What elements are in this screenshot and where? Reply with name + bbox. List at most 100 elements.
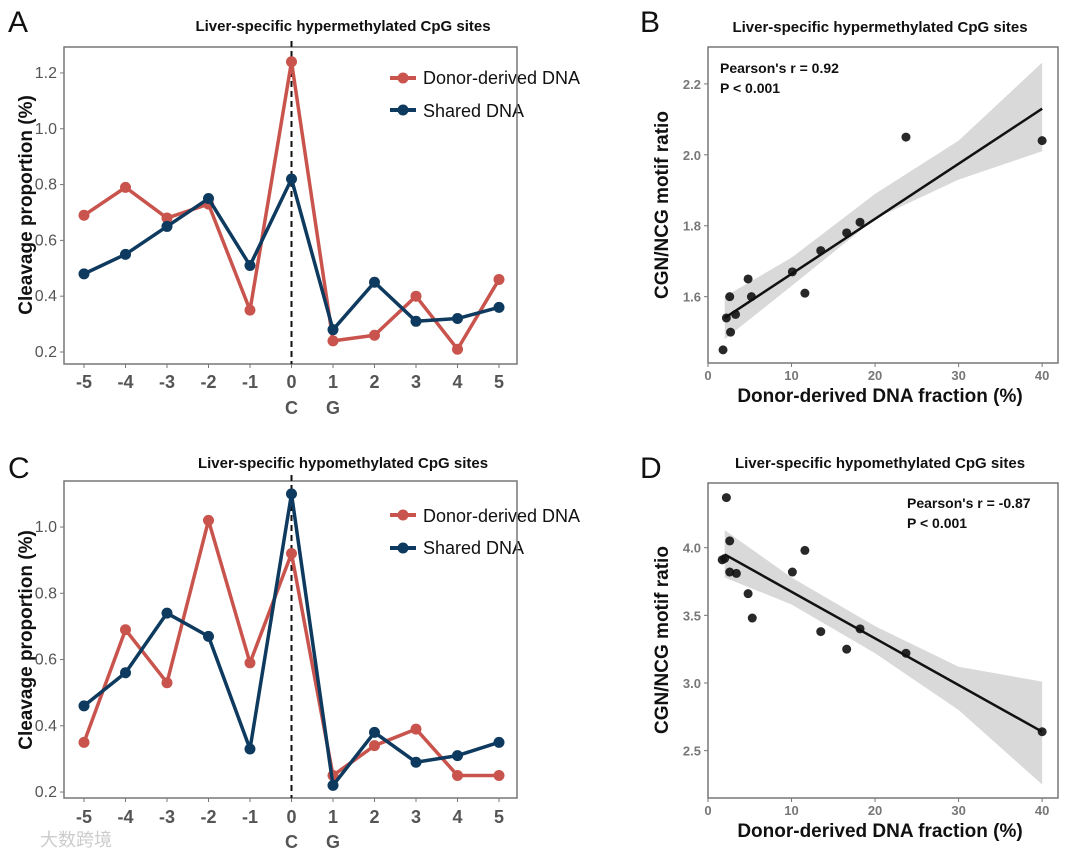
panel-a-plot: 0.2 0.4 0.6 0.8 1.0 1.2 -5 -4 -3 -2 -1 0 1 2 3 4 5 C G — [35, 41, 518, 418]
data-point — [800, 288, 810, 298]
x-base-label: G — [326, 398, 340, 418]
plot-frame — [707, 46, 1059, 364]
panel-b-title: Liver-specific hypermethylated CpG sites — [732, 19, 1027, 36]
x-tick-label: 30 — [951, 368, 965, 383]
x-tick-label: 0 — [704, 368, 711, 383]
panel-a-ylabel: Cleavage proportion (%) — [16, 95, 37, 315]
y-tick-label: 1.6 — [683, 290, 701, 305]
data-point — [720, 554, 730, 564]
panel-d-pearson: Pearson's r = -0.87 — [907, 495, 1031, 511]
x-tick-label: 20 — [868, 803, 882, 818]
regression-line — [724, 107, 1043, 320]
y-tick-label: 0.8 — [35, 177, 57, 194]
y-tick-label: 1.0 — [35, 519, 57, 536]
series-point-shared — [78, 268, 90, 280]
regression-line — [724, 553, 1043, 733]
series-point-shared — [203, 630, 214, 642]
y-tick-label: 0.2 — [35, 784, 57, 801]
panel-a-legend: Donor-derived DNA Shared DNA — [390, 68, 580, 121]
series-point-shared — [493, 301, 505, 313]
series-point-donor — [203, 514, 214, 526]
series-point-shared — [327, 779, 339, 791]
series-point-shared — [161, 607, 173, 619]
legend-shared-label: Shared DNA — [423, 538, 524, 558]
data-point — [816, 627, 826, 637]
y-tick-label: 1.0 — [35, 121, 57, 138]
panel-b-pearson: Pearson's r = 0.92 — [720, 60, 839, 76]
data-point — [800, 545, 810, 555]
data-point — [746, 292, 756, 302]
x-tick-label: 1 — [328, 807, 338, 827]
confidence-band — [724, 530, 1043, 785]
panel-c-ylabel: Cleavage proportion (%) — [16, 530, 37, 750]
legend-shared-label: Shared DNA — [423, 101, 524, 121]
panel-b-plot: 1.6 1.8 2.0 2.2 0 10 20 30 40 — [683, 46, 1059, 383]
panel-c-legend: Donor-derived DNA Shared DNA — [390, 506, 580, 558]
x-tick-label: 0 — [704, 803, 711, 818]
legend-donor-marker — [397, 509, 409, 521]
series-point-shared — [327, 324, 339, 336]
x-tick-label: -1 — [242, 807, 258, 827]
legend-shared-marker — [397, 542, 409, 554]
y-tick-label: 4.0 — [683, 541, 701, 556]
series-point-shared — [369, 276, 380, 288]
series-point-shared — [120, 667, 131, 679]
x-tick-label: 3 — [411, 372, 421, 392]
data-point — [787, 567, 797, 577]
data-point — [743, 589, 753, 599]
y-tick-label: 0.6 — [35, 652, 57, 669]
x-tick-label: -2 — [200, 807, 216, 827]
panel-b-xlabel: Donor-derived DNA fraction (%) — [737, 386, 1022, 407]
x-tick-label: 40 — [1035, 803, 1049, 818]
data-point — [901, 648, 911, 658]
data-point — [721, 313, 731, 323]
plot-frame — [707, 482, 1059, 799]
panel-label-b: B — [640, 6, 660, 39]
panel-d-title: Liver-specific hypomethylated CpG sites — [735, 455, 1025, 472]
panel-d-plot: 2.5 3.0 3.5 4.0 0 10 20 30 40 — [683, 482, 1059, 818]
panel-b-ylabel: CGN/NCG motif ratio — [652, 111, 673, 299]
series-point-donor — [244, 657, 256, 669]
series-point-donor — [286, 548, 297, 560]
y-tick-label: 0.4 — [35, 288, 57, 305]
x-tick-label: 2 — [369, 807, 379, 827]
y-tick-label: 3.5 — [683, 608, 701, 623]
x-tick-label: -4 — [117, 807, 133, 827]
panel-label-a: A — [8, 6, 28, 39]
x-base-label: C — [285, 398, 298, 418]
y-tick-label: 2.2 — [683, 77, 701, 92]
y-tick-label: 0.2 — [35, 344, 57, 361]
x-tick-label: 10 — [784, 368, 798, 383]
series-point-donor — [120, 624, 131, 636]
panel-d-pvalue: P < 0.001 — [907, 515, 967, 531]
data-point — [901, 132, 911, 142]
x-tick-label: 2 — [369, 372, 379, 392]
data-point — [725, 567, 735, 577]
panel-d-xlabel: Donor-derived DNA fraction (%) — [737, 821, 1022, 842]
series-point-shared — [452, 313, 463, 325]
series-point-donor — [452, 343, 463, 355]
data-point — [731, 309, 741, 319]
series-point-donor — [161, 212, 173, 224]
x-tick-label: -3 — [159, 372, 175, 392]
panel-a-title: Liver-specific hypermethylated CpG sites — [195, 18, 490, 35]
x-tick-label: 30 — [951, 803, 965, 818]
series-point-donor — [120, 181, 131, 193]
legend-donor-marker — [397, 72, 409, 84]
series-point-donor — [410, 723, 422, 735]
series-point-donor — [161, 677, 173, 689]
data-point — [718, 345, 728, 355]
y-tick-label: 0.4 — [35, 718, 57, 735]
x-tick-label: -2 — [200, 372, 216, 392]
series-point-shared — [120, 248, 131, 260]
x-tick-label: 0 — [286, 807, 296, 827]
x-tick-label: 5 — [494, 372, 504, 392]
x-tick-label: 5 — [494, 807, 504, 827]
y-tick-label: 1.2 — [35, 65, 57, 82]
panel-c-title: Liver-specific hypomethylated CpG sites — [198, 455, 488, 472]
series-point-donor — [78, 736, 90, 748]
x-tick-label: 40 — [1035, 368, 1049, 383]
series-point-donor — [493, 273, 505, 285]
x-tick-label: 1 — [328, 372, 338, 392]
series-point-donor — [410, 290, 422, 302]
